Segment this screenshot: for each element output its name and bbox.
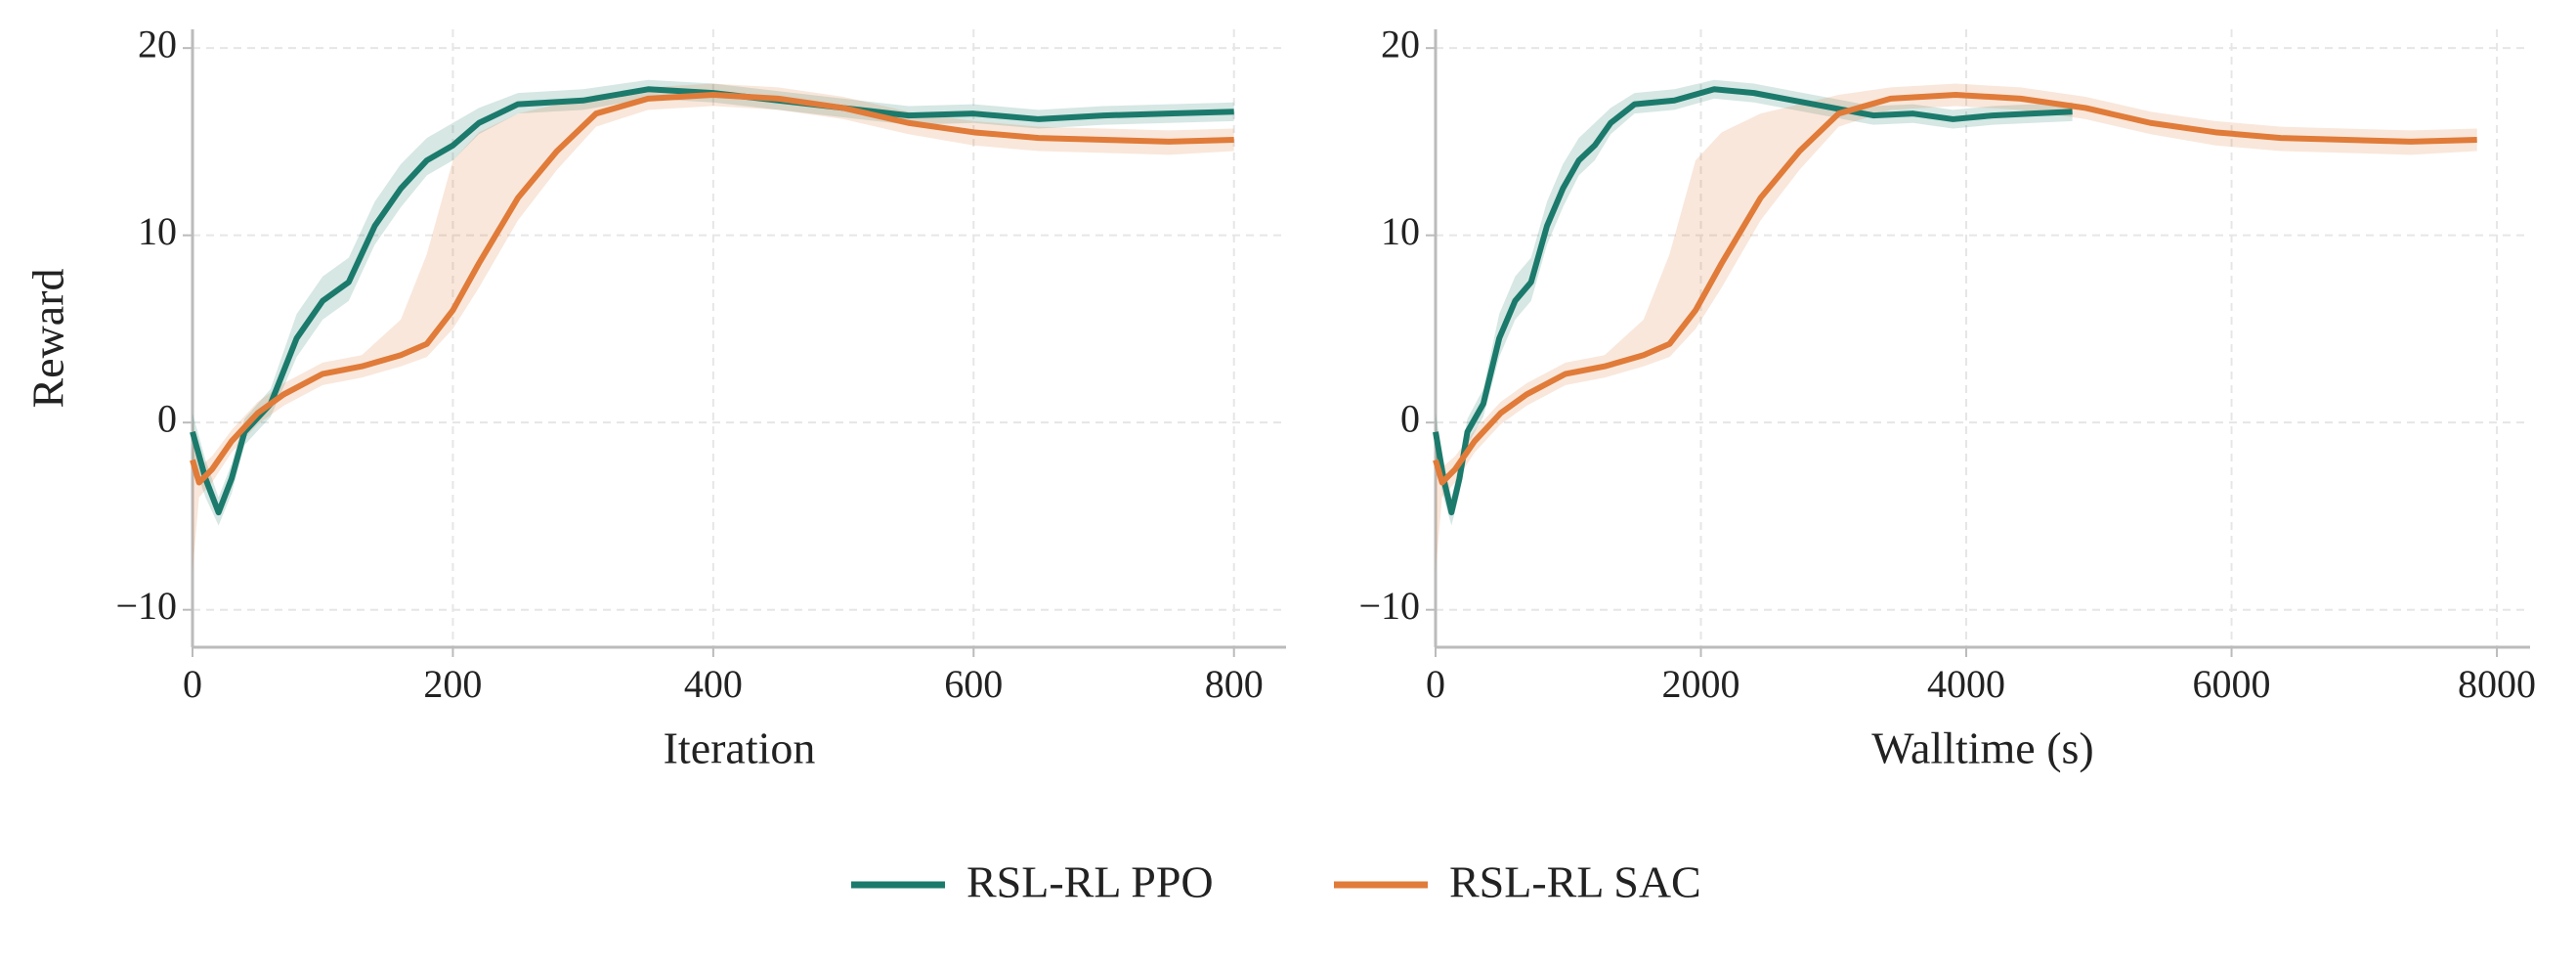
x-axis-label: Iteration [664, 723, 816, 773]
x-tick-label: 6000 [2193, 662, 2271, 706]
x-tick-label: 800 [1205, 662, 1264, 706]
x-tick-label: 200 [423, 662, 482, 706]
legend-label: RSL-RL SAC [1449, 857, 1701, 907]
x-tick-label: 400 [684, 662, 743, 706]
x-tick-label: 0 [183, 662, 202, 706]
band [1436, 83, 2477, 573]
x-tick-label: 600 [944, 662, 1003, 706]
y-tick-label: 0 [1400, 396, 1420, 440]
band [193, 83, 1234, 573]
line [190, 92, 1234, 486]
x-axis-label: Walltime (s) [1871, 723, 2094, 773]
y-tick-label: 10 [138, 209, 177, 253]
x-tick-label: 2000 [1662, 662, 1740, 706]
line [1433, 92, 2477, 486]
x-tick-label: 8000 [2458, 662, 2536, 706]
y-tick-label: 20 [138, 22, 177, 66]
legend-label: RSL-RL PPO [966, 857, 1214, 907]
y-tick-label: 10 [1381, 209, 1420, 253]
y-tick-label: −10 [1358, 584, 1420, 628]
y-tick-label: 0 [157, 396, 177, 440]
y-tick-label: 20 [1381, 22, 1420, 66]
x-tick-label: 0 [1426, 662, 1445, 706]
y-axis-label: Reward [23, 268, 73, 408]
line [190, 86, 1234, 516]
x-tick-label: 4000 [1927, 662, 2005, 706]
line [1433, 86, 2073, 516]
y-tick-label: −10 [115, 584, 177, 628]
